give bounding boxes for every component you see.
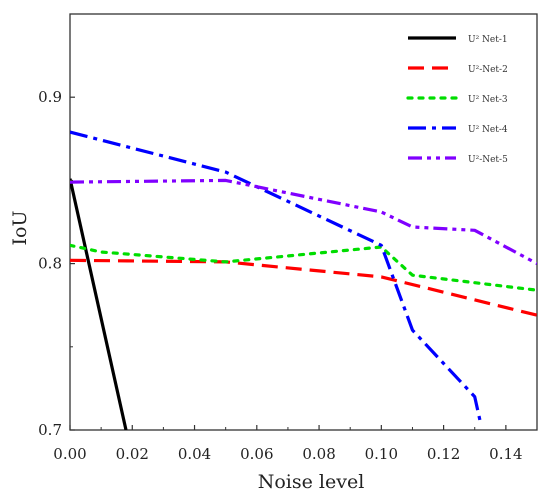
x-tick-label: 0.12 — [427, 445, 460, 463]
x-tick-label: 0.10 — [365, 445, 398, 463]
plot-area — [69, 13, 538, 431]
x-tick-label: 0.14 — [489, 445, 522, 463]
legend: U² Net-1 U²-Net-2 U² Net-3 U² Net-4 U²-Net-5 — [406, 35, 508, 165]
x-tick-label: 0.02 — [116, 445, 149, 463]
legend-label-3: U² Net-3 — [468, 95, 508, 105]
series-line-5 — [70, 178, 537, 266]
y-axis-label: IoU — [9, 211, 31, 246]
legend-label-2: U²-Net-2 — [468, 65, 508, 75]
series-line-4 — [70, 130, 483, 426]
x-axis-label: Noise level — [258, 471, 365, 493]
y-tick-label: 0.8 — [38, 255, 62, 273]
series-line-2 — [70, 258, 537, 317]
legend-label-1: U² Net-1 — [468, 35, 508, 45]
y-tick-label: 0.7 — [38, 421, 62, 439]
x-tick-label: 0.00 — [53, 445, 86, 463]
series-line-1 — [70, 178, 128, 430]
plot-frame — [69, 13, 538, 431]
y-axis-ticks: 0.7 0.8 0.9 — [38, 88, 75, 439]
x-axis-ticks: 0.00 0.02 0.04 0.06 0.08 0.10 0.12 0.14 — [53, 425, 523, 463]
legend-label-5: U²-Net-5 — [468, 155, 508, 165]
x-tick-label: 0.06 — [240, 445, 273, 463]
x-tick-label: 0.04 — [178, 445, 211, 463]
series-layer — [70, 130, 537, 430]
series-line-3 — [70, 243, 537, 292]
legend-label-4: U² Net-4 — [468, 125, 508, 135]
y-tick-label: 0.9 — [38, 88, 62, 106]
x-tick-label: 0.08 — [302, 445, 335, 463]
